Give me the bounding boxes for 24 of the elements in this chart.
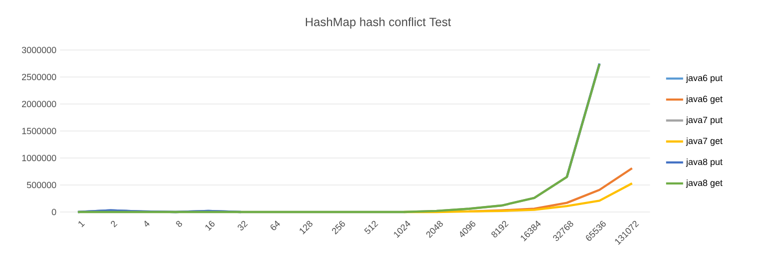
x-tick-label: 32 — [238, 220, 248, 230]
y-tick-label: 2500000 — [22, 74, 56, 80]
x-tick-label: 16 — [205, 220, 215, 231]
y-tick-label: 0 — [52, 208, 56, 216]
legend-label: java6 get — [686, 96, 722, 104]
x-tick-label: 64 — [270, 220, 280, 230]
x-tick-label: 4 — [144, 220, 150, 227]
legend-label: java8 get — [686, 179, 722, 188]
legend-label: java7 get — [686, 137, 722, 146]
x-tick-label: 512 — [364, 220, 378, 234]
x-tick-label: 128 — [300, 220, 312, 234]
legend-label: java6 put — [686, 74, 722, 83]
legend-label: java8 put — [686, 158, 722, 167]
x-tick-label: 256 — [332, 220, 345, 234]
y-tick-label: 500000 — [26, 182, 56, 188]
x-tick-label: 8 — [176, 220, 182, 227]
x-tick-label: 2 — [110, 220, 118, 228]
x-tick-label: 1 — [78, 221, 85, 228]
y-tick-label: 1500000 — [22, 128, 56, 134]
y-tick-label: 2000000 — [22, 100, 56, 108]
chart-title: HashMap hash conflict Test — [306, 17, 451, 29]
y-tick-label: 1000000 — [22, 154, 56, 162]
legend-label: java7 put — [686, 116, 722, 125]
y-tick-label: 3000000 — [22, 46, 56, 54]
